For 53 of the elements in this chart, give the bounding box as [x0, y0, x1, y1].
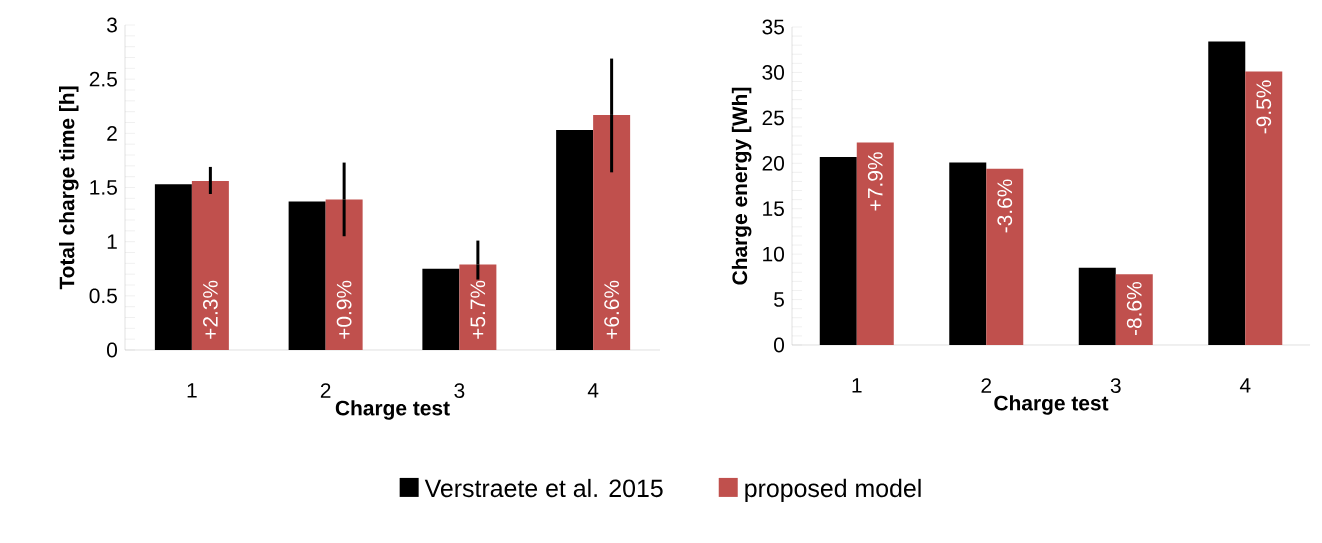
x-tick-label: 3 — [454, 383, 465, 398]
bar — [1115, 274, 1153, 345]
annotation: -9.5% — [1256, 80, 1272, 134]
bar — [422, 268, 460, 350]
annotation: -3.6% — [997, 179, 1013, 233]
bar — [288, 201, 326, 350]
y-tick-label: 0 — [107, 342, 117, 358]
legend-label: Verstraete et al. 2015 — [424, 478, 663, 498]
y-tick-label: 1.5 — [90, 180, 117, 195]
y-tick-label: 20 — [762, 155, 785, 171]
x-tick-label: 3 — [1110, 378, 1121, 393]
bar — [191, 181, 229, 350]
y-tick-label: 2.5 — [89, 71, 117, 87]
bar — [154, 184, 192, 350]
x-tick-label: 1 — [187, 383, 197, 398]
bar — [556, 130, 594, 350]
x-tick-label: 4 — [587, 383, 599, 398]
y-tick-label: 0 — [774, 337, 785, 353]
y-tick-label: 2 — [107, 126, 117, 141]
y-tick-label: 5 — [774, 292, 784, 307]
x-tick-label: 2 — [981, 378, 992, 393]
y-tick-label: 3 — [106, 17, 117, 33]
annotation: +7.9% — [867, 152, 883, 211]
y-axis-title: Charge energy [Wh] — [731, 87, 752, 285]
y-tick-label: 0.5 — [89, 288, 117, 304]
y-tick-label: 10 — [763, 246, 785, 262]
y-tick-label: 30 — [762, 65, 785, 80]
bar — [856, 142, 894, 345]
bar — [949, 162, 987, 345]
bar — [1208, 41, 1246, 345]
annotation: +0.9% — [336, 280, 352, 339]
x-tick-label: 1 — [852, 378, 862, 393]
y-tick-label: 1 — [107, 234, 117, 249]
annotation: +6.6% — [604, 280, 620, 339]
bar — [459, 264, 497, 350]
annotation: +2.3% — [202, 280, 218, 339]
y-tick-label: 35 — [762, 19, 784, 35]
bar — [819, 156, 857, 345]
x-axis-title: Charge test — [994, 395, 1109, 415]
y-tick-label: 15 — [763, 201, 784, 217]
x-tick-label: 2 — [320, 383, 331, 398]
annotation: +5.7% — [470, 280, 486, 339]
bar — [1245, 71, 1283, 345]
bar — [325, 199, 363, 350]
x-tick-label: 4 — [1239, 378, 1251, 393]
y-axis-title: Total charge time [h] — [59, 86, 79, 290]
x-axis-title: Charge test — [335, 400, 450, 420]
bar — [986, 168, 1024, 345]
bar — [1078, 267, 1116, 345]
legend-label: proposed model — [745, 478, 921, 503]
annotation: -8.6% — [1126, 282, 1142, 336]
y-tick-label: 25 — [762, 110, 784, 126]
bar — [593, 114, 631, 350]
